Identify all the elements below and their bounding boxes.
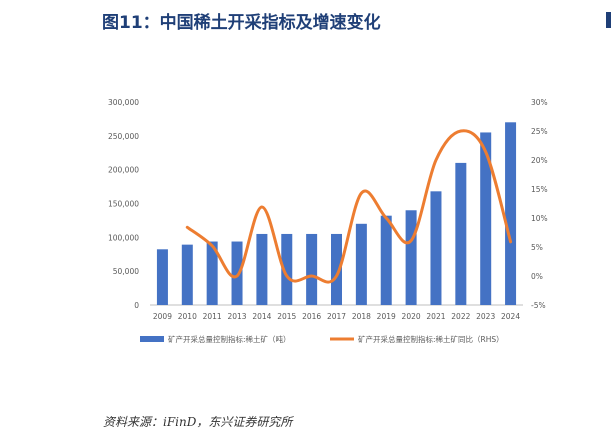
bar bbox=[355, 223, 367, 305]
y-right-tick-label: 5% bbox=[531, 243, 543, 252]
x-tick-label: 2018 bbox=[352, 312, 371, 321]
x-tick-label: 2019 bbox=[377, 312, 396, 321]
bar bbox=[455, 162, 467, 305]
bar bbox=[206, 241, 218, 305]
y-left-tick-label: 150,000 bbox=[108, 200, 139, 209]
bar bbox=[181, 244, 193, 305]
x-tick-label: 2024 bbox=[501, 312, 520, 321]
x-tick-label: 2010 bbox=[178, 312, 197, 321]
y-left-tick-label: 0 bbox=[134, 301, 139, 310]
y-right-tick-label: 10% bbox=[531, 214, 548, 223]
x-tick-label: 2013 bbox=[227, 312, 246, 321]
edge-decoration bbox=[606, 12, 611, 28]
x-tick-label: 2016 bbox=[302, 312, 321, 321]
y-left-tick-label: 250,000 bbox=[108, 132, 139, 141]
y-right-tick-label: 0% bbox=[531, 272, 543, 281]
bar bbox=[256, 233, 268, 305]
bar bbox=[156, 249, 168, 305]
x-tick-label: 2022 bbox=[451, 312, 470, 321]
bar bbox=[380, 215, 392, 305]
legend-bar-swatch bbox=[140, 336, 164, 342]
bar bbox=[331, 233, 342, 305]
growth-line bbox=[185, 129, 513, 284]
y-left-tick-label: 300,000 bbox=[108, 98, 139, 107]
x-tick-label: 2011 bbox=[203, 312, 222, 321]
bar bbox=[480, 132, 492, 305]
x-tick-label: 2017 bbox=[327, 312, 346, 321]
y-right-tick-label: -5% bbox=[531, 301, 546, 310]
y-left-tick-label: 100,000 bbox=[108, 233, 139, 242]
x-tick-label: 2023 bbox=[476, 312, 495, 321]
bar bbox=[405, 210, 417, 305]
bar bbox=[505, 122, 517, 305]
bar bbox=[430, 191, 442, 305]
y-left-tick-label: 200,000 bbox=[108, 166, 139, 175]
legend-line-label: 矿产开采总量控制指标:稀土矿同比（RHS） bbox=[358, 334, 504, 344]
x-tick-label: 2009 bbox=[153, 312, 172, 321]
bar bbox=[231, 241, 243, 305]
x-tick-label: 2014 bbox=[252, 312, 271, 321]
bar bbox=[306, 233, 318, 305]
bar bbox=[281, 233, 293, 305]
source-note: 资料来源：iFinD，东兴证券研究所 bbox=[103, 415, 293, 429]
y-right-tick-label: 15% bbox=[531, 185, 548, 194]
x-tick-label: 2015 bbox=[277, 312, 296, 321]
y-right-tick-label: 20% bbox=[531, 156, 548, 165]
x-tick-label: 2020 bbox=[402, 312, 421, 321]
y-right-tick-label: 25% bbox=[531, 127, 548, 136]
y-left-tick-label: 50,000 bbox=[113, 267, 139, 276]
x-tick-label: 2021 bbox=[426, 312, 445, 321]
figure-title: 图11：中国稀土开采指标及增速变化 bbox=[102, 13, 381, 33]
y-right-tick-label: 30% bbox=[531, 98, 548, 107]
legend-bar-label: 矿产开采总量控制指标:稀土矿（吨） bbox=[168, 334, 291, 344]
